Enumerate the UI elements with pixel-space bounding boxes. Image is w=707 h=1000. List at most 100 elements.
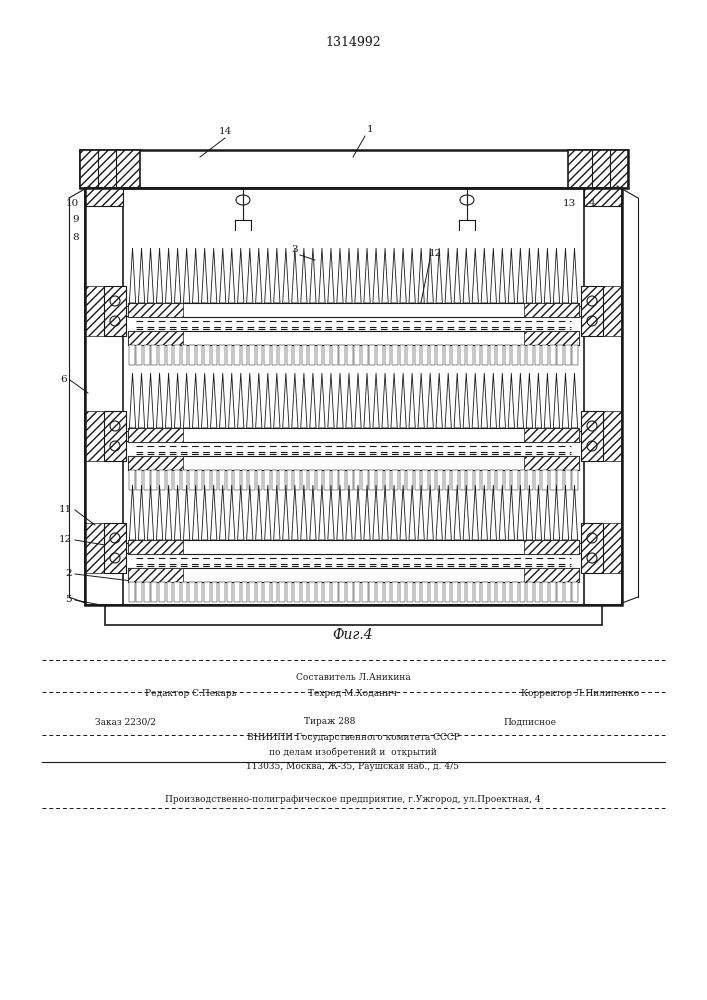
Bar: [136, 345, 142, 365]
Bar: [385, 345, 390, 365]
Bar: [467, 345, 473, 365]
Bar: [128, 428, 579, 442]
Bar: [467, 582, 473, 602]
Bar: [227, 470, 233, 490]
Bar: [264, 582, 270, 602]
Bar: [249, 582, 255, 602]
Bar: [482, 582, 488, 602]
Bar: [332, 582, 337, 602]
Bar: [392, 470, 397, 490]
Text: 11: 11: [59, 506, 72, 514]
Bar: [104, 286, 126, 336]
Bar: [271, 345, 277, 365]
Bar: [407, 582, 413, 602]
Bar: [573, 470, 578, 490]
Text: 9: 9: [72, 216, 79, 225]
Bar: [128, 540, 579, 554]
Bar: [104, 523, 126, 573]
Bar: [520, 345, 525, 365]
Bar: [437, 345, 443, 365]
Bar: [167, 345, 173, 365]
Bar: [581, 286, 603, 336]
Bar: [430, 582, 436, 602]
Text: Редактор С.Пекарь: Редактор С.Пекарь: [145, 688, 237, 698]
Bar: [524, 303, 579, 317]
Text: по делам изобретений и  открытий: по делам изобретений и открытий: [269, 747, 437, 757]
Bar: [80, 150, 628, 188]
Bar: [474, 470, 480, 490]
Bar: [467, 470, 473, 490]
Bar: [189, 470, 194, 490]
Bar: [271, 470, 277, 490]
Bar: [490, 582, 496, 602]
Bar: [128, 456, 183, 470]
Bar: [159, 582, 165, 602]
Bar: [524, 428, 579, 442]
Bar: [174, 345, 180, 365]
Text: 3: 3: [292, 245, 298, 254]
Bar: [354, 345, 360, 365]
Bar: [584, 188, 622, 605]
Bar: [167, 470, 173, 490]
Text: 113035, Москва, Ж-35, Раушская наб., д. 4/5: 113035, Москва, Ж-35, Раушская наб., д. …: [247, 761, 460, 771]
Bar: [129, 470, 134, 490]
Text: 13: 13: [562, 200, 575, 209]
Bar: [452, 345, 458, 365]
Bar: [310, 470, 315, 490]
Bar: [362, 470, 368, 490]
Text: Производственно-полиграфическое предприятие, г.Ужгород, ул.Проектная, 4: Производственно-полиграфическое предприя…: [165, 796, 541, 804]
Bar: [445, 470, 450, 490]
Bar: [490, 345, 496, 365]
Bar: [422, 470, 428, 490]
Bar: [85, 188, 123, 206]
Bar: [219, 345, 225, 365]
Bar: [105, 605, 602, 625]
Bar: [174, 582, 180, 602]
Bar: [144, 345, 150, 365]
Bar: [399, 582, 405, 602]
Bar: [294, 582, 300, 602]
Bar: [317, 470, 322, 490]
Text: Заказ 2230/2: Заказ 2230/2: [95, 718, 156, 726]
Bar: [242, 345, 247, 365]
Bar: [474, 345, 480, 365]
Bar: [211, 470, 217, 490]
Bar: [159, 345, 165, 365]
Bar: [520, 582, 525, 602]
Bar: [414, 345, 420, 365]
Text: 1314992: 1314992: [325, 35, 381, 48]
Bar: [370, 582, 375, 602]
Bar: [407, 470, 413, 490]
Bar: [437, 582, 443, 602]
Bar: [581, 523, 603, 573]
Bar: [584, 411, 622, 461]
Bar: [460, 582, 465, 602]
Bar: [399, 470, 405, 490]
Bar: [422, 345, 428, 365]
Bar: [527, 345, 533, 365]
Bar: [325, 345, 330, 365]
Bar: [144, 470, 150, 490]
Bar: [584, 188, 622, 206]
Bar: [524, 331, 579, 345]
Bar: [527, 470, 533, 490]
Bar: [317, 345, 322, 365]
Text: 12: 12: [59, 536, 72, 544]
Text: Тираж 288: Тираж 288: [304, 718, 356, 726]
Bar: [85, 411, 123, 461]
Bar: [287, 470, 293, 490]
Bar: [128, 331, 579, 345]
Bar: [182, 345, 187, 365]
Bar: [534, 470, 540, 490]
Bar: [182, 470, 187, 490]
Bar: [310, 582, 315, 602]
Bar: [354, 470, 360, 490]
Bar: [437, 470, 443, 490]
Bar: [452, 582, 458, 602]
Bar: [234, 582, 240, 602]
Bar: [584, 286, 622, 336]
Text: 8: 8: [72, 233, 79, 242]
Bar: [257, 582, 262, 602]
Text: Техред М.Ходанич: Техред М.Ходанич: [308, 688, 397, 698]
Bar: [377, 345, 382, 365]
